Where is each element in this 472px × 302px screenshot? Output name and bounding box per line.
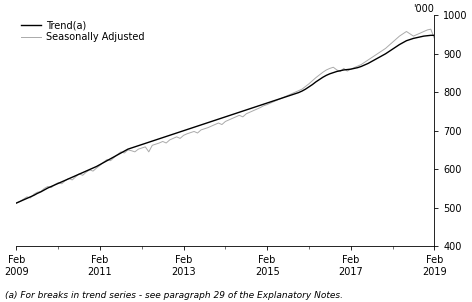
Seasonally Adjusted [275, 98, 280, 102]
Trend(a) [431, 34, 437, 37]
Seasonally Adjusted [404, 30, 409, 33]
Trend(a) [191, 125, 197, 129]
Seasonally Adjusted [111, 156, 117, 159]
Seasonally Adjusted [431, 37, 437, 40]
Line: Trend(a): Trend(a) [17, 35, 434, 203]
Seasonally Adjusted [191, 130, 197, 133]
Trend(a) [14, 201, 19, 205]
Trend(a) [111, 155, 117, 159]
Line: Seasonally Adjusted: Seasonally Adjusted [17, 29, 434, 203]
Text: '000: '000 [413, 4, 434, 14]
Trend(a) [428, 34, 434, 37]
Seasonally Adjusted [428, 27, 434, 31]
Trend(a) [275, 98, 280, 101]
Seasonally Adjusted [14, 201, 19, 205]
Text: (a) For breaks in trend series - see paragraph 29 of the Explanatory Notes.: (a) For breaks in trend series - see par… [5, 291, 343, 300]
Seasonally Adjusted [55, 181, 61, 185]
Trend(a) [55, 182, 61, 185]
Seasonally Adjusted [295, 89, 301, 92]
Trend(a) [295, 91, 301, 95]
Legend: Trend(a), Seasonally Adjusted: Trend(a), Seasonally Adjusted [19, 18, 146, 44]
Trend(a) [404, 39, 409, 43]
